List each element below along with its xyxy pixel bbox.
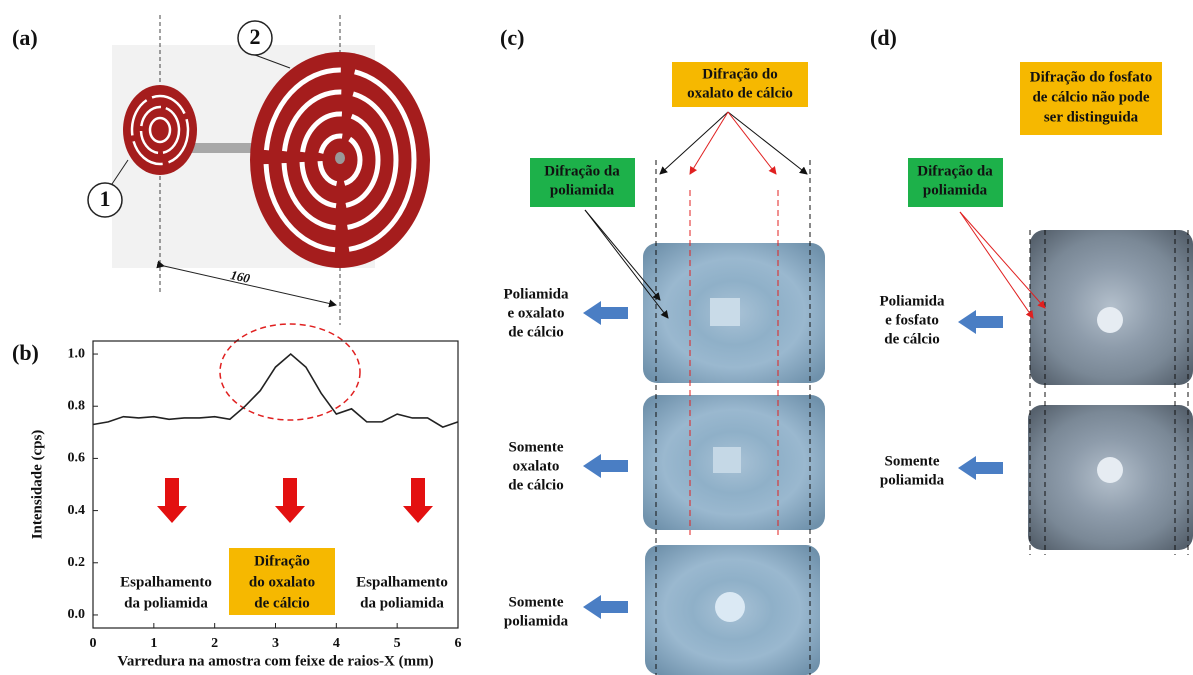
panel-label: (a) bbox=[12, 25, 38, 50]
box-text: Difração do fosfato bbox=[1030, 69, 1152, 85]
x-tick-label: 6 bbox=[455, 636, 462, 651]
y-tick-label: 0.6 bbox=[68, 451, 86, 466]
annotation: da poliamida bbox=[360, 595, 444, 611]
box-text: poliamida bbox=[923, 182, 988, 198]
box-text: Difração do bbox=[702, 66, 777, 82]
box-text: oxalato de cálcio bbox=[687, 85, 793, 101]
marker-number: 1 bbox=[100, 186, 111, 211]
y-tick-label: 1.0 bbox=[68, 346, 86, 361]
photos-d bbox=[908, 62, 1193, 555]
y-tick-label: 0.2 bbox=[68, 555, 86, 570]
box-text: ser distinguida bbox=[1044, 109, 1139, 125]
annotation: Espalhamento bbox=[356, 574, 448, 590]
row-label: e oxalato bbox=[507, 305, 564, 321]
row-label: Somente bbox=[509, 594, 564, 610]
row-label: de cálcio bbox=[884, 331, 939, 347]
panel-label: (b) bbox=[12, 340, 39, 365]
row-label: Somente bbox=[509, 439, 564, 455]
marker-number: 2 bbox=[250, 24, 261, 49]
box-text: poliamida bbox=[550, 182, 615, 198]
annotation: do oxalato bbox=[249, 574, 315, 590]
annotation: de cálcio bbox=[254, 595, 309, 611]
y-tick-label: 0.0 bbox=[68, 607, 86, 622]
row-label: Poliamida bbox=[503, 286, 569, 302]
row-label: Poliamida bbox=[879, 293, 945, 309]
x-tick-label: 3 bbox=[272, 636, 279, 651]
y-axis-label: Intensidade (cps) bbox=[29, 430, 45, 540]
row-label: de cálcio bbox=[508, 324, 563, 340]
panel-label: (c) bbox=[500, 25, 524, 50]
row-label: oxalato bbox=[513, 458, 560, 474]
x-tick-label: 2 bbox=[211, 636, 218, 651]
box-text: Difração da bbox=[917, 163, 993, 179]
row-label: de cálcio bbox=[508, 477, 563, 493]
x-tick-label: 4 bbox=[333, 636, 340, 651]
figure: (a)(b)(c)(d)21160Difração dooxalato de c… bbox=[0, 0, 1193, 675]
x-tick-label: 0 bbox=[90, 636, 97, 651]
panel-label: (d) bbox=[870, 25, 897, 50]
box-text: Difração da bbox=[544, 163, 620, 179]
dimension-label: 160 bbox=[229, 267, 252, 286]
x-tick-label: 1 bbox=[150, 636, 157, 651]
row-label: poliamida bbox=[880, 472, 945, 488]
y-tick-label: 0.4 bbox=[68, 503, 86, 518]
photos-c bbox=[530, 62, 825, 675]
x-axis-label: Varredura na amostra com feixe de raios-… bbox=[117, 653, 433, 669]
data-line bbox=[93, 354, 458, 427]
annotation: Difração bbox=[254, 553, 310, 569]
annotation: da poliamida bbox=[124, 595, 208, 611]
x-tick-label: 5 bbox=[394, 636, 401, 651]
render-3d bbox=[88, 15, 430, 325]
row-label: poliamida bbox=[504, 613, 569, 629]
y-tick-label: 0.8 bbox=[68, 398, 86, 413]
box-text: de cálcio não pode bbox=[1032, 89, 1149, 105]
row-label: e fosfato bbox=[885, 312, 939, 328]
chart-annotations bbox=[157, 324, 433, 615]
annotation: Espalhamento bbox=[120, 574, 212, 590]
row-label: Somente bbox=[885, 453, 940, 469]
